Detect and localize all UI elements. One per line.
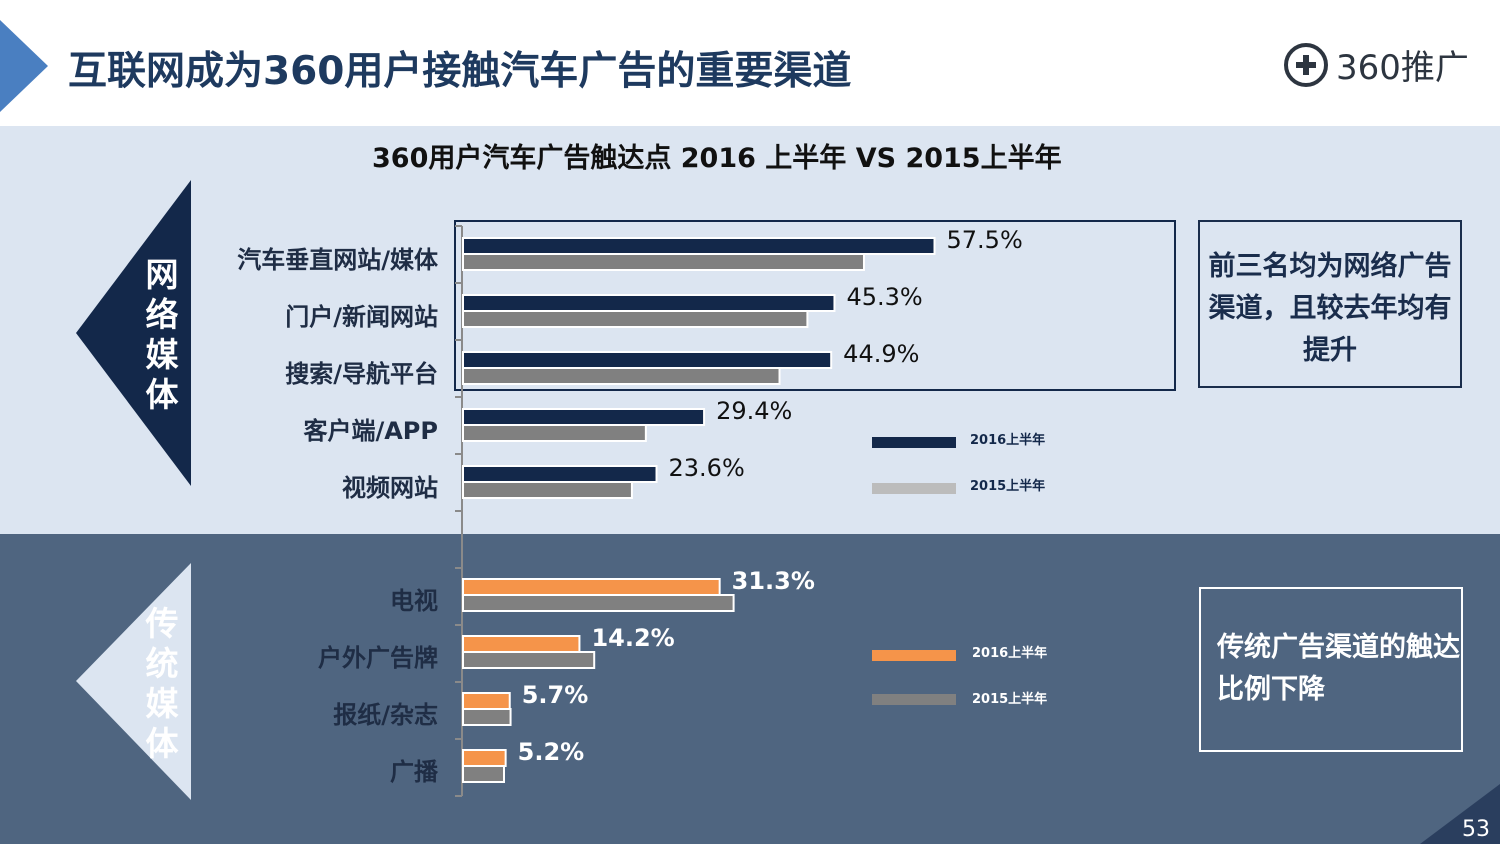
category-label: 客户端/APP [303, 417, 438, 445]
value-label-2016: 5.7% [521, 681, 589, 709]
online-media-marker [76, 180, 191, 486]
category-label: 电视 [390, 587, 438, 615]
bar-2016 [462, 237, 936, 255]
logo-360-promotion: 360推广 [1282, 40, 1469, 89]
page-corner-triangle [1420, 784, 1500, 844]
value-label-2016: 23.6% [668, 454, 745, 482]
category-label: 视频网站 [342, 474, 438, 502]
slide-title: 互联网成为360用户接触汽车广告的重要渠道 [68, 49, 852, 94]
legend-label-2015: 2015上半年 [970, 479, 1046, 494]
bar-2015 [462, 424, 647, 442]
bar-2015 [462, 253, 865, 271]
value-label-2016: 29.4% [716, 397, 793, 425]
slide-header: 互联网成为360用户接触汽车广告的重要渠道 360推广 [0, 0, 1500, 126]
bar-2016 [462, 692, 511, 710]
bar-2016 [462, 351, 833, 369]
category-label: 报纸/杂志 [333, 701, 438, 729]
value-label-2016: 14.2% [591, 624, 675, 652]
legend-swatch-2016-traditional [872, 650, 956, 661]
bar-2015 [462, 310, 809, 328]
value-label-2016: 5.2% [517, 738, 585, 766]
legend-label-2016-traditional: 2016上半年 [972, 646, 1048, 661]
bar-2016 [462, 635, 581, 653]
logo-text: 360推广 [1336, 48, 1469, 88]
bar-2015 [462, 708, 512, 726]
bar-2016 [462, 749, 507, 767]
bar-2015 [462, 651, 596, 669]
bar-2015 [462, 594, 735, 612]
bar-2015 [462, 367, 781, 385]
bar-2016 [462, 408, 706, 426]
top-three-highlight-box [454, 220, 1176, 391]
traditional-media-label: 传统媒体 [145, 604, 179, 763]
bar-2016 [462, 294, 836, 312]
online-media-label: 网络媒体 [145, 255, 179, 414]
value-label-2016: 31.3% [731, 567, 815, 595]
header-arrow-icon [0, 20, 48, 112]
bar-2016 [462, 578, 721, 596]
category-label: 搜索/导航平台 [285, 360, 438, 388]
legend-swatch-2015-traditional [872, 694, 956, 705]
bar-2016 [462, 465, 658, 483]
legend-label-2016: 2016上半年 [970, 433, 1046, 448]
value-label-2016: 45.3% [846, 283, 923, 311]
traditional-note: 传统广告渠道的触达比例下降 [1199, 587, 1463, 752]
plus-circle-logo-icon [1284, 42, 1328, 87]
category-label: 户外广告牌 [318, 644, 438, 672]
value-label-2016: 57.5% [946, 226, 1023, 254]
traditional-media-band [0, 534, 1500, 844]
value-label-2016: 44.9% [843, 340, 920, 368]
online-media-band [0, 126, 1500, 534]
bar-2015 [462, 765, 505, 783]
category-label: 门户/新闻网站 [285, 303, 438, 331]
chart-title: 360用户汽车广告触达点 2016 上半年 VS 2015上半年 [372, 143, 1062, 174]
legend-swatch-2015 [872, 483, 956, 494]
category-label: 广播 [390, 758, 438, 786]
online-note: 前三名均为网络广告渠道，且较去年均有提升 [1198, 220, 1462, 388]
page-number: 53 [1462, 817, 1490, 842]
legend-swatch-2016 [872, 437, 956, 448]
bar-2015 [462, 481, 633, 499]
traditional-media-marker [76, 563, 191, 800]
category-label: 汽车垂直网站/媒体 [237, 246, 438, 274]
legend-label-2015-traditional: 2015上半年 [972, 692, 1048, 707]
